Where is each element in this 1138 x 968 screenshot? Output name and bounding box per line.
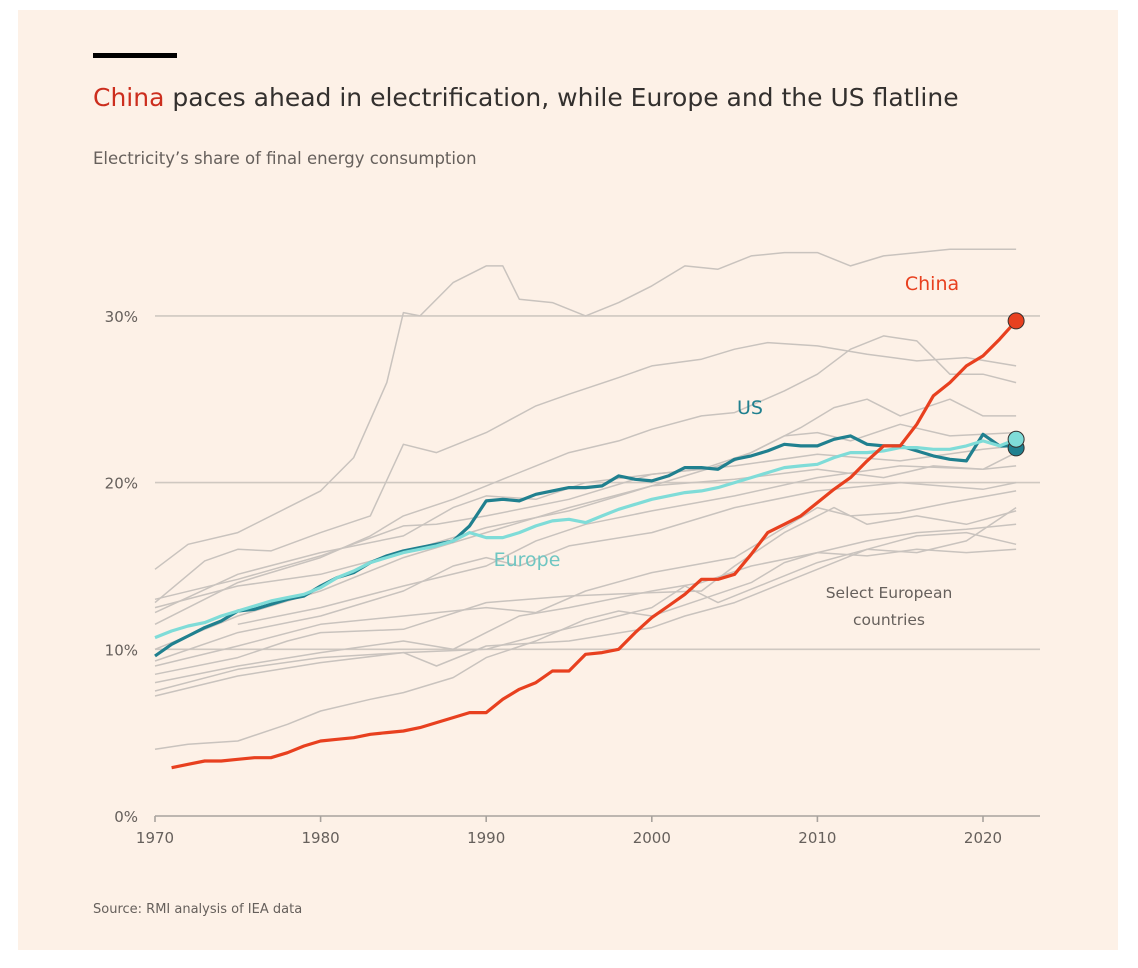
country-line <box>154 248 1017 570</box>
country-line <box>154 335 1017 625</box>
x-tick-label: 1970 <box>136 829 174 847</box>
country-line <box>154 531 1017 692</box>
countries-label-line2: countries <box>853 611 925 629</box>
title-rest: paces ahead in electrification, while Eu… <box>164 83 958 112</box>
us-label: US <box>737 397 763 419</box>
country-line <box>154 423 1017 650</box>
country-lines <box>154 248 1017 751</box>
chart-title: China paces ahead in electrification, wh… <box>93 83 959 112</box>
countries-label-line1: Select European <box>826 584 953 602</box>
x-axis: 1970 1980 1990 2000 2010 2020 <box>136 815 1040 847</box>
country-line <box>154 481 1017 662</box>
chart-subtitle: Electricity’s share of final energy cons… <box>93 149 477 168</box>
y-axis-labels: 0% 10% 20% 30% <box>105 308 138 826</box>
y-tick-label: 20% <box>105 475 138 493</box>
header-accent-bar <box>93 53 177 58</box>
chart-panel <box>18 10 1118 950</box>
country-line <box>154 523 1017 684</box>
x-tick-label: 1980 <box>302 829 340 847</box>
country-line <box>154 548 1017 751</box>
x-tick-label: 2010 <box>798 829 836 847</box>
country-line <box>154 490 1017 667</box>
country-line <box>154 445 1017 601</box>
china-label: China <box>905 273 959 295</box>
china-line <box>171 319 1018 770</box>
y-tick-label: 10% <box>105 641 138 659</box>
x-tick-label: 1990 <box>467 829 505 847</box>
europe-label: Europe <box>494 549 561 571</box>
country-line <box>154 341 1017 604</box>
europe-endpoint-marker <box>1007 430 1025 448</box>
china-endpoint-marker <box>1007 312 1025 330</box>
country-line <box>237 465 1017 626</box>
title-highlight: China <box>93 83 164 112</box>
x-tick-label: 2020 <box>964 829 1002 847</box>
gridlines <box>155 315 1040 651</box>
europe-line <box>154 437 1017 640</box>
y-tick-label: 0% <box>114 808 138 826</box>
source-note: Source: RMI analysis of IEA data <box>93 902 302 917</box>
x-tick-label: 2000 <box>633 829 671 847</box>
highlight-lines <box>154 312 1025 770</box>
country-line <box>154 506 1017 697</box>
us-line <box>154 432 1017 658</box>
y-tick-label: 30% <box>105 308 138 326</box>
